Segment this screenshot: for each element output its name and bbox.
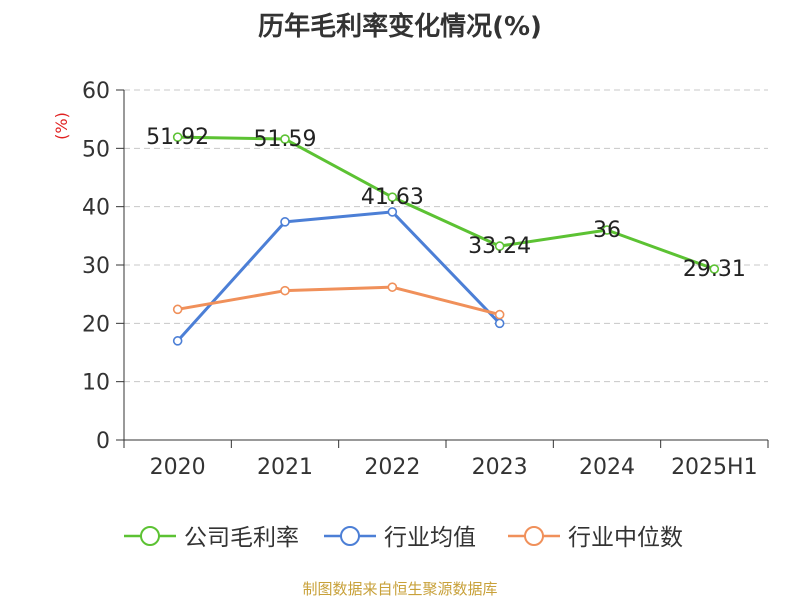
data-point bbox=[387, 282, 398, 292]
grid-lines bbox=[124, 89, 768, 383]
y-tick-label: 10 bbox=[82, 371, 110, 396]
x-tick-label: 2020 bbox=[150, 455, 206, 480]
data-point bbox=[280, 285, 290, 296]
series-line bbox=[177, 135, 715, 271]
legend-marker bbox=[524, 526, 544, 546]
data-point bbox=[494, 318, 505, 329]
data-source-note: 制图数据来自恒生聚源数据库 bbox=[302, 580, 498, 598]
x-tick-label: 2025H1 bbox=[671, 455, 758, 480]
series-lines bbox=[172, 132, 720, 346]
data-point bbox=[172, 132, 183, 142]
data-point bbox=[387, 192, 398, 202]
x-tick-label: 2022 bbox=[364, 455, 420, 480]
legend-label: 行业均值 bbox=[384, 525, 476, 551]
y-tick-label: 0 bbox=[96, 429, 110, 454]
data-label: 33.24 bbox=[468, 234, 531, 259]
data-label: 36 bbox=[593, 218, 621, 243]
axes: 0 10 20 30 40 50 60 (%) 2020 2021 2022 2023 2024 2025… bbox=[52, 79, 769, 480]
legend-marker bbox=[140, 526, 160, 546]
y-tick-label: 20 bbox=[82, 312, 110, 337]
data-label: 51.59 bbox=[254, 127, 317, 152]
data-label: 41.63 bbox=[361, 185, 424, 210]
series-line bbox=[176, 210, 501, 342]
y-tick-label: 40 bbox=[82, 196, 110, 221]
x-tick-label: 2021 bbox=[257, 455, 313, 480]
legend-item: 公司毛利率 bbox=[124, 525, 299, 551]
chart-title: 历年毛利率变化情况(%) bbox=[258, 12, 542, 42]
data-point bbox=[280, 217, 290, 227]
data-point bbox=[602, 225, 612, 235]
legend: 公司毛利率 行业均值 行业中位数 bbox=[124, 525, 683, 551]
y-tick-label: 60 bbox=[82, 79, 110, 104]
legend-label: 行业中位数 bbox=[568, 525, 683, 551]
data-point bbox=[387, 207, 398, 217]
data-point bbox=[494, 309, 505, 320]
legend-item: 行业中位数 bbox=[508, 525, 683, 551]
legend-label: 公司毛利率 bbox=[184, 525, 299, 551]
y-tick-label: 50 bbox=[82, 137, 110, 162]
data-point bbox=[709, 264, 720, 274]
series-line bbox=[177, 285, 501, 317]
x-tick-label: 2024 bbox=[579, 455, 635, 480]
data-label: 29.31 bbox=[683, 257, 746, 282]
legend-item: 行业均值 bbox=[324, 525, 476, 551]
data-point bbox=[494, 241, 505, 251]
data-point bbox=[172, 304, 183, 315]
data-labels: 51.92 51.59 41.63 33.24 36 29.31 bbox=[146, 125, 746, 282]
y-axis-label: (%) bbox=[52, 112, 71, 140]
y-tick-label: 30 bbox=[82, 254, 110, 279]
data-point bbox=[280, 134, 290, 144]
data-label: 51.92 bbox=[146, 125, 209, 150]
data-point bbox=[172, 336, 183, 346]
x-tick-label: 2023 bbox=[472, 455, 528, 480]
legend-marker bbox=[340, 526, 360, 546]
